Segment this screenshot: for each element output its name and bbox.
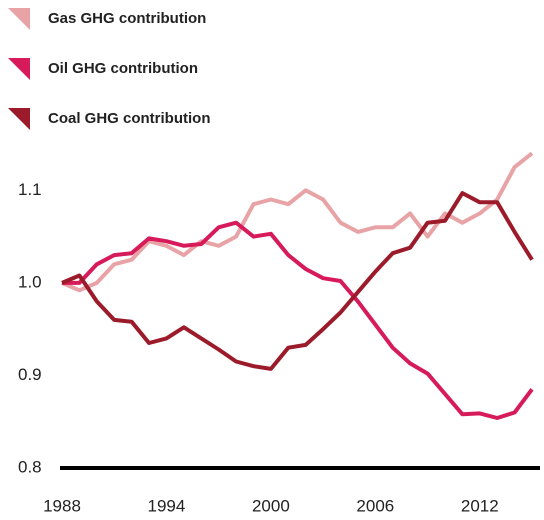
series-line <box>62 220 534 420</box>
series-line <box>61 151 534 293</box>
legend-marker <box>8 8 30 30</box>
legend-label: Coal GHG contribution <box>48 110 211 127</box>
x-tick-label: 2000 <box>252 496 290 515</box>
y-tick-label: 0.9 <box>18 365 42 384</box>
legend-label: Oil GHG contribution <box>48 60 198 77</box>
y-tick-label: 1.0 <box>18 272 42 291</box>
x-tick-label: 1994 <box>148 496 186 515</box>
legend-marker <box>8 108 30 130</box>
series-line <box>61 191 534 371</box>
y-tick-label: 0.8 <box>18 457 42 476</box>
y-tick-label: 1.1 <box>18 180 42 199</box>
x-tick-label: 2006 <box>356 496 394 515</box>
x-tick-label: 1988 <box>43 496 81 515</box>
legend-marker <box>8 58 30 80</box>
legend-label: Gas GHG contribution <box>48 10 206 27</box>
x-tick-label: 2012 <box>461 496 499 515</box>
